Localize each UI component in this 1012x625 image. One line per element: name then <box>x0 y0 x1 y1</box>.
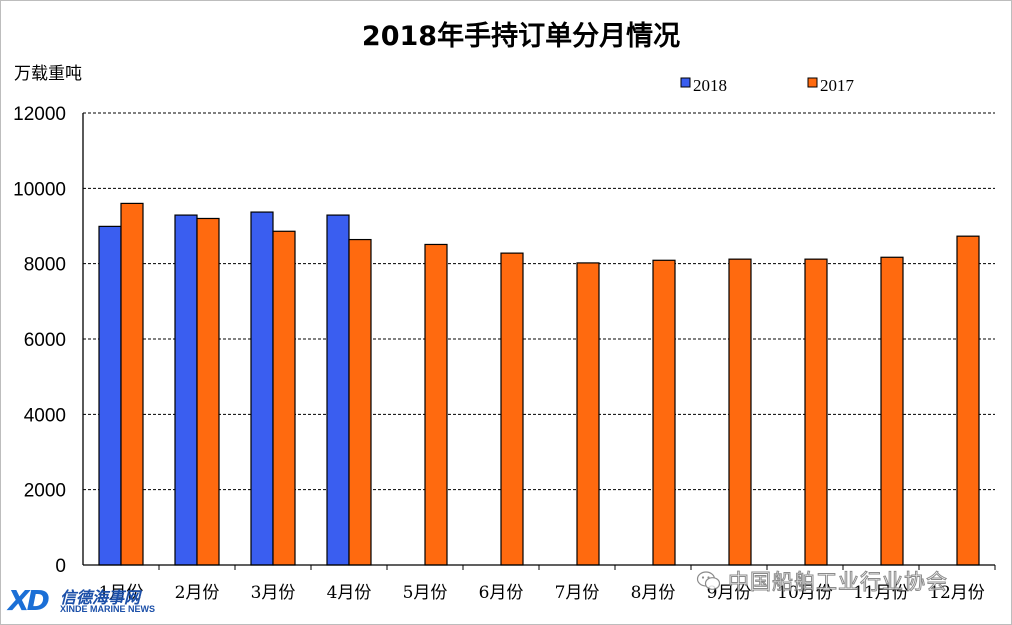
logo-mark: XD <box>8 584 50 617</box>
legend-swatch-2018 <box>680 77 691 88</box>
bar-2017-6月份 <box>500 252 524 566</box>
bar-2017-4月份 <box>348 238 372 566</box>
x-tick-label: 6月份 <box>479 583 524 603</box>
y-tick-label: 12000 <box>13 104 66 125</box>
y-tick-label: 4000 <box>24 405 66 426</box>
chart-title: 2018年手持订单分月情况 <box>362 20 680 52</box>
bar-2017-12月份 <box>956 235 980 566</box>
legend-label-2018: 2018 <box>693 76 727 95</box>
bar-2018-2月份 <box>174 214 198 566</box>
bar-2018-1月份 <box>98 225 122 566</box>
logo-name-en: XINDE MARINE NEWS <box>60 604 156 614</box>
x-tick-label: 5月份 <box>403 583 448 603</box>
y-tick-label: 0 <box>55 556 66 577</box>
legend: 2018 2017 <box>680 76 855 95</box>
x-tick-label: 1月份 <box>99 583 144 603</box>
bar-2017-2月份 <box>196 217 220 566</box>
bar-2017-7月份 <box>576 262 600 566</box>
x-tick-labels: 1月份 2月份 3月份 4月份 5月份 6月份 7月份 8月份 9月份 10月份 11月份 12月份 <box>99 583 985 603</box>
gridlines <box>83 112 995 491</box>
wechat-icon <box>696 571 721 590</box>
x-tick-label: 7月份 <box>555 583 600 603</box>
x-tick-label: 3月份 <box>251 583 296 603</box>
bar-2018-3月份 <box>250 211 274 566</box>
xinde-logo: XD 信德海事网 XINDE MARINE NEWS <box>8 582 178 622</box>
y-tick-label: 2000 <box>24 481 66 502</box>
logo-name-cn: 信德海事网 <box>60 588 141 607</box>
bar-2017-11月份 <box>880 256 904 566</box>
bar-2017-3月份 <box>272 230 296 566</box>
bar-2017-9月份 <box>728 258 752 566</box>
watermark: 中国船舶工业行业协会 <box>696 566 948 596</box>
y-tick-labels: 0 2000 4000 6000 8000 10000 12000 <box>13 104 66 577</box>
bar-2017-1月份 <box>120 202 144 566</box>
x-tick-label: 2月份 <box>175 583 220 603</box>
x-tick-label: 11月份 <box>853 583 909 603</box>
x-tick-label: 4月份 <box>327 583 372 603</box>
legend-swatch-2017 <box>807 77 818 88</box>
axes <box>82 113 996 570</box>
legend-label-2017: 2017 <box>820 76 855 95</box>
y-tick-label: 6000 <box>24 330 66 351</box>
y-axis-unit-label: 万载重吨 <box>14 64 82 84</box>
x-tick-label: 12月份 <box>929 583 985 603</box>
watermark-text: 中国船舶工业行业协会 <box>728 570 948 595</box>
y-tick-label: 10000 <box>13 179 66 200</box>
x-tick-label: 10月份 <box>777 583 833 603</box>
bar-2017-8月份 <box>652 259 676 566</box>
y-tick-label: 8000 <box>24 255 66 276</box>
bars <box>98 202 980 566</box>
bar-2018-4月份 <box>326 214 350 566</box>
bar-2017-5月份 <box>424 243 448 566</box>
bar-2017-10月份 <box>804 258 828 566</box>
x-tick-label: 8月份 <box>631 583 676 603</box>
